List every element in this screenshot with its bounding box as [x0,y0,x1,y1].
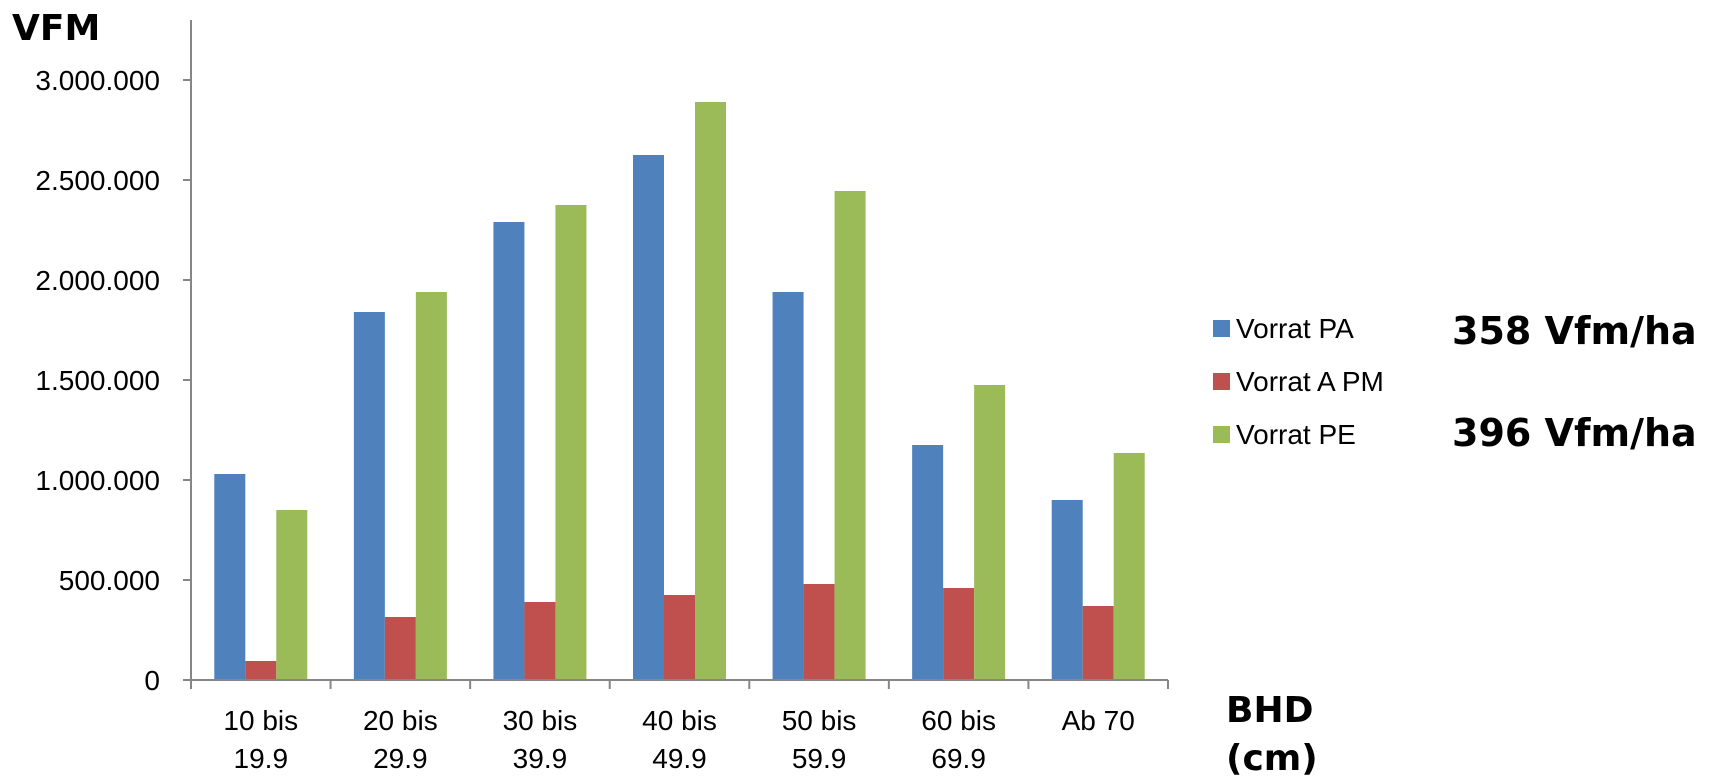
legend-label: Vorrat PA [1236,313,1354,344]
annotation-pe-stock: 396 Vfm/ha [1452,411,1697,455]
bar-vorrat-pe [555,205,587,680]
bar-vorrat-a-pm [803,584,835,680]
bar-vorrat-pa [633,155,664,680]
y-tick-label: 1.000.000 [35,465,160,496]
bars-group [214,102,1145,680]
x-tick-label: 29.9 [373,743,428,774]
x-axis-title-line-2: (cm) [1226,738,1318,779]
x-tick-label: 10 bis [223,705,298,736]
y-axis-title: VFM [12,8,100,49]
x-tick-label: Ab 70 [1062,705,1135,736]
bar-vorrat-a-pm [384,617,416,680]
bar-vorrat-pe [415,292,447,680]
x-tick-label: 50 bis [782,705,857,736]
bar-vorrat-a-pm [664,595,695,680]
y-tick-label: 3.000.000 [35,65,160,96]
y-tick-label: 1.500.000 [35,365,160,396]
bar-vorrat-pa [1051,500,1083,680]
x-axis-title-line-1: BHD [1226,690,1313,731]
legend-swatch [1213,426,1230,443]
x-tick-label: 30 bis [503,705,578,736]
bar-vorrat-pe [1113,453,1145,680]
y-tick-label: 2.000.000 [35,265,160,296]
bar-vorrat-pa [912,445,944,680]
bar-vorrat-a-pm [943,588,975,680]
y-tick-label: 0 [144,665,160,696]
x-tick-label: 60 bis [921,705,996,736]
bar-vorrat-pe [834,191,866,680]
x-ticks-group: 10 bis 19.9 20 bis 29.9 30 bis 39.9 40 bis 49.9… [190,680,1169,774]
x-tick-label: 20 bis [363,705,438,736]
x-tick-label: 69.9 [931,743,986,774]
legend-label: Vorrat A PM [1236,366,1384,397]
x-tick-label: 40 bis [642,705,717,736]
bar-vorrat-pe [974,385,1006,680]
bar-vorrat-pa [214,474,246,680]
bar-vorrat-pa [772,292,804,680]
bar-vorrat-pa [493,222,525,680]
bar-vorrat-pa [353,312,385,680]
bar-vorrat-pe [276,510,308,680]
legend-swatch [1213,320,1230,337]
y-tick-label: 500.000 [59,565,160,596]
y-tick-label: 2.500.000 [35,165,160,196]
bar-vorrat-a-pm [524,602,556,680]
annotation-pa-stock: 358 Vfm/ha [1452,309,1697,353]
legend: Vorrat PA Vorrat A PM Vorrat PE [1213,313,1384,450]
legend-label: Vorrat PE [1236,419,1356,450]
x-tick-label: 39.9 [513,743,568,774]
bar-vorrat-a-pm [245,661,277,680]
x-tick-label: 59.9 [792,743,847,774]
x-tick-label: 49.9 [652,743,707,774]
legend-swatch [1213,373,1230,390]
bar-vorrat-pe [695,102,726,680]
bar-vorrat-a-pm [1082,606,1114,680]
y-ticks-group: 0 500.000 1.000.000 1.500.000 2.000.000 2.500… [35,65,191,696]
x-tick-label: 19.9 [234,743,289,774]
